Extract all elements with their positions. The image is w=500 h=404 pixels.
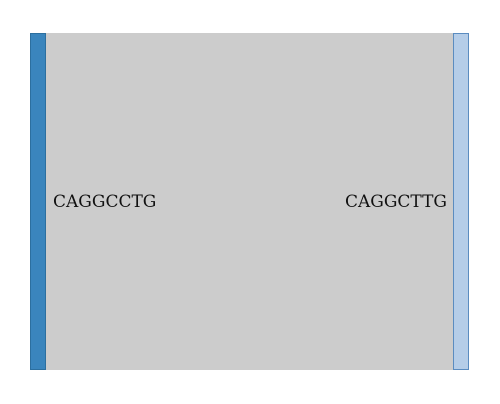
target-node-bar (453, 33, 469, 370)
source-node-bar (30, 33, 46, 370)
source-node-label: CAGGCCTG (53, 192, 157, 212)
flow-link (46, 33, 453, 370)
target-node-label: CAGGCTTG (344, 192, 447, 212)
